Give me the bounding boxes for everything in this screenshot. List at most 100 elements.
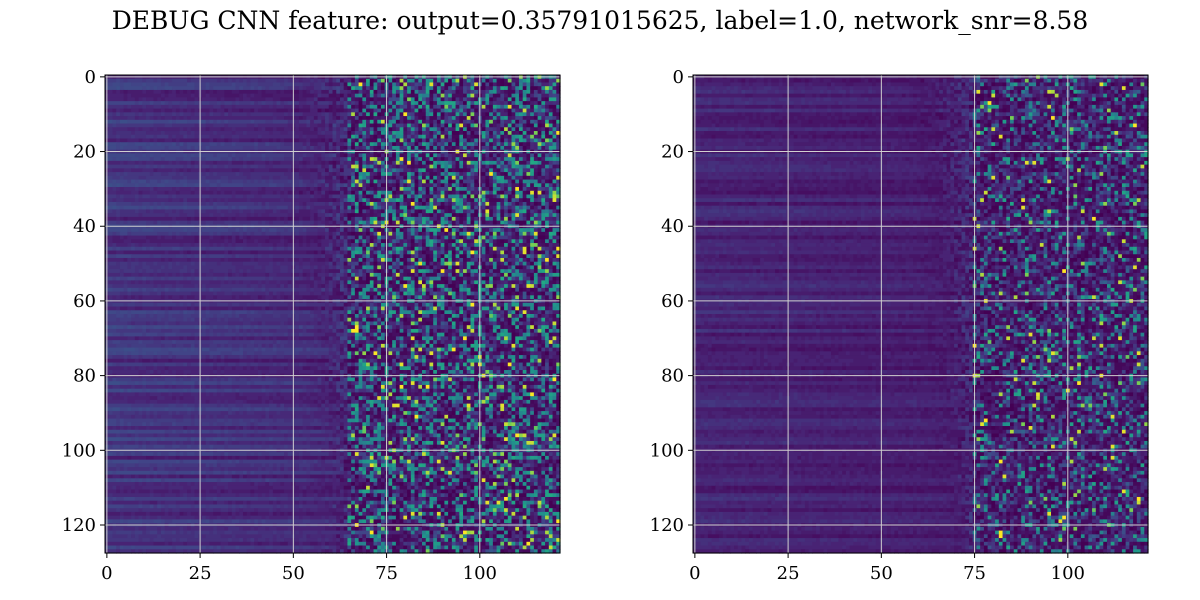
heatmap-cell-run: [183, 172, 199, 177]
heatmap-cell-run: [541, 194, 546, 199]
heatmap-cell-run: [179, 138, 199, 143]
heatmap-cell-run: [138, 138, 143, 143]
heatmap-cell-run: [395, 239, 401, 244]
heatmap-cell-run: [522, 127, 528, 132]
heatmap-cell-run: [548, 157, 554, 162]
heatmap-cell-run: [351, 187, 356, 192]
heatmap-cell-run: [418, 194, 423, 199]
heatmap-cell-run: [257, 190, 266, 196]
heatmap-cell-run: [440, 134, 445, 140]
heatmap-cell-run: [548, 246, 554, 252]
heatmap-cell-run: [298, 123, 307, 128]
heatmap-cell-run: [187, 250, 192, 255]
heatmap-cell-run: [351, 269, 360, 274]
heatmap-cell-run: [134, 127, 140, 132]
heatmap-cell-run: [284, 157, 300, 162]
heatmap-cell-run: [474, 119, 479, 125]
heatmap-cell-run: [407, 82, 412, 87]
heatmap-cell-run: [474, 272, 479, 278]
heatmap-cell-run: [470, 93, 475, 98]
heatmap-cell-run: [142, 101, 151, 106]
heatmap-cell-run: [552, 194, 557, 199]
heatmap-cell-run: [358, 216, 363, 222]
heatmap-cell-run: [425, 183, 434, 188]
heatmap-cell-run: [220, 231, 233, 237]
heatmap-cell-run: [168, 261, 173, 267]
heatmap-cell-run: [358, 97, 363, 102]
heatmap-cell-run: [321, 112, 326, 117]
heatmap-cell-run: [407, 164, 412, 169]
heatmap-cell-run: [116, 276, 121, 281]
heatmap-cell-run: [231, 272, 237, 278]
heatmap-cell-run: [310, 172, 319, 177]
heatmap-cell-run: [235, 254, 240, 259]
heatmap-cell-run: [175, 231, 181, 237]
heatmap-cell-run: [463, 123, 468, 128]
heatmap-cell-run: [224, 220, 240, 225]
heatmap-cell-run: [410, 179, 416, 184]
heatmap-cell-run: [351, 235, 356, 240]
heatmap-cell-run: [511, 82, 516, 87]
heatmap-cell-run: [336, 160, 341, 166]
heatmap-cell-run: [507, 261, 513, 267]
heatmap-cell-run: [354, 261, 360, 267]
heatmap-cell-run: [369, 131, 375, 136]
heatmap-cell-run: [522, 108, 528, 113]
heatmap-cell-run: [351, 231, 356, 237]
heatmap-cell-run: [504, 183, 509, 188]
heatmap-cell-run: [496, 254, 501, 259]
heatmap-cell-run: [116, 112, 121, 117]
heatmap-cell-run: [306, 138, 311, 143]
heatmap-cell-run: [455, 235, 460, 240]
heatmap-cell-run: [310, 187, 315, 192]
heatmap-cell-run: [541, 243, 546, 248]
heatmap-cell-run: [418, 254, 423, 259]
heatmap-cell-run: [187, 82, 196, 87]
heatmap-cell-run: [291, 145, 304, 151]
heatmap-cell-run: [313, 93, 319, 98]
heatmap-cell-run: [265, 209, 274, 214]
heatmap-cell-run: [522, 89, 528, 95]
heatmap-cell-run: [545, 175, 550, 181]
heatmap-cell-run: [298, 116, 304, 121]
heatmap-cell-run: [272, 127, 278, 132]
heatmap-cell-run: [548, 86, 554, 91]
heatmap-cell-run: [168, 104, 173, 110]
heatmap-cell-run: [466, 228, 472, 233]
heatmap-cell-run: [175, 168, 181, 173]
heatmap-cell-run: [556, 153, 561, 158]
heatmap-cell-run: [205, 172, 211, 177]
heatmap-cell-run: [407, 239, 412, 244]
heatmap-cell-run: [354, 123, 360, 128]
heatmap-cell-run: [448, 78, 453, 84]
heatmap-cell-run: [433, 209, 438, 214]
heatmap-cell-run: [485, 194, 494, 199]
heatmap-cell-run: [190, 127, 207, 132]
heatmap-cell-run: [518, 205, 524, 211]
heatmap-cell-run: [463, 89, 468, 95]
heatmap-cell-run: [463, 153, 468, 158]
heatmap-cell-run: [149, 190, 158, 196]
heatmap-cell-run: [496, 257, 501, 263]
heatmap-cell-run: [552, 187, 557, 192]
heatmap-cell-run: [395, 78, 401, 84]
heatmap-cell-run: [280, 265, 289, 270]
heatmap-cell-run: [209, 201, 214, 207]
heatmap-cell-run: [530, 93, 535, 98]
heatmap-cell-run: [332, 160, 337, 166]
heatmap-cell-run: [119, 138, 128, 143]
heatmap-cell-run: [533, 172, 539, 177]
heatmap-cell-run: [127, 216, 173, 222]
heatmap-cell-run: [392, 209, 397, 214]
heatmap-cell-run: [157, 97, 162, 102]
heatmap-cell-run: [310, 160, 315, 166]
heatmap-cell-run: [552, 231, 557, 237]
heatmap-cell-run: [399, 216, 404, 222]
heatmap-cell-run: [436, 246, 442, 252]
heatmap-cell-run: [373, 153, 378, 158]
heatmap-cell-run: [380, 239, 390, 244]
heatmap-cell-run: [500, 145, 505, 151]
heatmap-cell-run: [332, 205, 337, 211]
heatmap-cell-run: [515, 93, 520, 98]
heatmap-cell-run: [541, 101, 546, 106]
